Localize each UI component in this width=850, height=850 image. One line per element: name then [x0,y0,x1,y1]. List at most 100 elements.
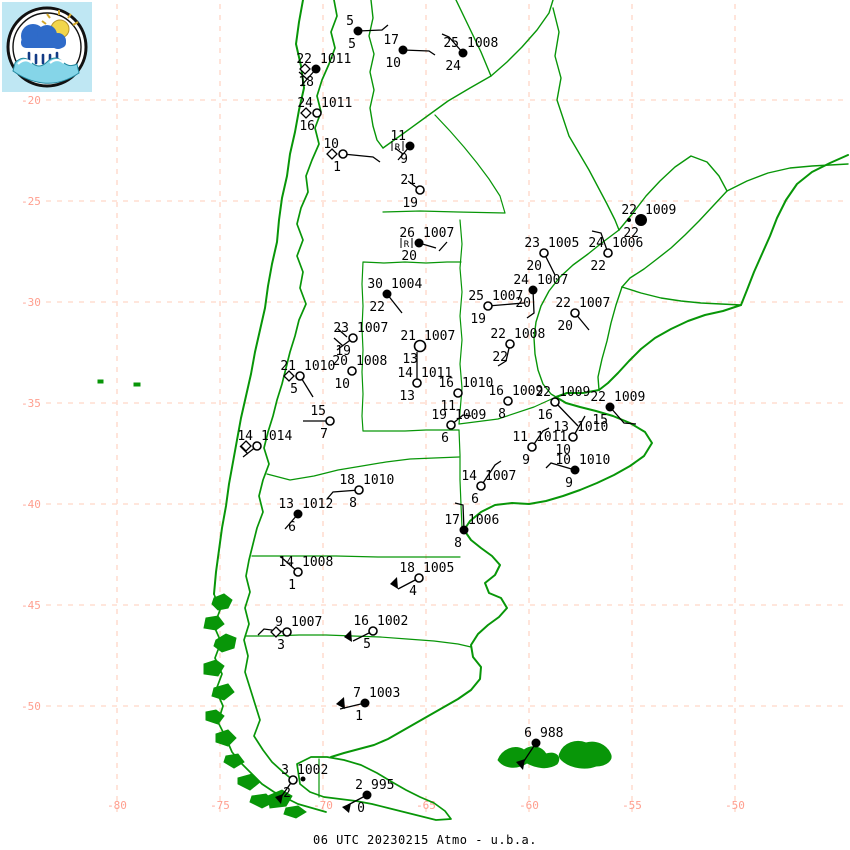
station-temperature: 7 [353,686,361,701]
station-pressure: 1011 [320,52,351,67]
station-dewpoint: 13 [399,389,415,404]
border-line [361,261,462,432]
station-diamond-symbol [240,440,252,452]
station-diamond-symbol [300,107,312,119]
station-circle-filled [398,45,408,55]
station-dewpoint: 0 [357,801,365,816]
station-dewpoint: 19 [402,196,418,211]
station-plot: R26 1007 20 [399,226,454,264]
wind-barb [441,33,464,54]
station-dewpoint: 10 [385,56,401,71]
wind-barb [609,406,637,425]
lat-label: -20 [21,94,41,107]
station-pressure: 1006 [468,513,499,528]
island-shape [211,593,233,611]
station-temperature: 5 [346,14,354,29]
station-plot: 24 1011 16 [297,96,352,134]
station-temperature: 25 [468,289,484,304]
station-pressure: 1011 [421,366,452,381]
station-circle-open [453,388,463,398]
lat-label: -40 [21,498,41,511]
island-shape [211,683,235,701]
wind-flag [516,759,525,770]
weather-symbol-bars [391,141,404,151]
station-temperature: 21 [400,329,416,344]
lon-label: -65 [416,799,436,812]
station-dewpoint: 1 [288,578,296,593]
station-temperature: 13 [278,497,294,512]
station-circle-filled [311,64,321,74]
station-dewpoint: 10 [555,443,571,458]
island-shape [205,709,225,725]
border-line [552,7,620,231]
station-dewpoint: 1 [333,160,341,175]
station-dewpoint: 15 [592,413,608,428]
station-circle-filled [635,214,647,226]
station-circle-open [476,481,486,491]
weather-symbol: R [404,240,410,250]
station-pressure: 1007 [485,469,516,484]
island-shape [215,729,237,747]
border-line [368,0,384,149]
station-temperature: 6 [524,726,532,741]
station-circle-open [603,248,613,258]
station-dewpoint: 5 [363,637,371,652]
station-plot: 11 1011 9 [512,427,567,468]
station-dewpoint: 22 [369,300,385,315]
station-circle-open [252,441,262,451]
border-line [296,756,452,821]
station-circle-filled [414,238,424,248]
station-pressure: 1007 [291,615,322,630]
wind-barb [497,343,511,367]
lat-label: -50 [21,700,41,713]
station-temperature: 14 [237,429,253,444]
station-pressure: 1009 [559,385,590,400]
station-plot: 55 [346,14,389,52]
station-plot: 3 1002 2 [275,763,328,804]
wind-barb [531,427,550,448]
station-circle-open [570,308,580,318]
station-pressure: 1007 [423,226,454,241]
station-pressure: 1011 [536,430,567,445]
station-dewpoint: 20 [526,259,542,274]
station-pressure: 995 [371,778,394,793]
station-temperature: 24 [297,96,313,111]
island-shape [133,382,141,387]
station-circle-open [568,432,578,442]
station-temperature: 21 [400,173,416,188]
station-circle-filled [459,525,469,535]
rain-icon [27,51,59,65]
station-temperature: 14 [278,555,294,570]
border-line [597,286,623,391]
station-dewpoint: 9 [400,152,408,167]
station-plot: 22 1009 15 [590,390,645,428]
station-temperature: 23 [524,236,540,251]
station-dewpoint: 5 [348,37,356,52]
map-borders [97,0,849,821]
station-plot: 14 1008 1 [278,555,333,593]
station-dewpoint: 22 [492,350,508,365]
station-temperature: 22 [590,390,606,405]
station-dewpoint: 22 [623,226,639,241]
station-plot: 22 1009 16 [535,385,590,427]
station-dewpoint: 19 [335,344,351,359]
station-plot: 18 1005 4 [390,561,454,599]
station-circle-open [295,371,305,381]
station-temperature: 21 [280,359,296,374]
station-plot: 16 1010 11 [438,376,493,414]
station-plot: 9 1007 3 [257,615,322,653]
station-temperature: 16 [438,376,454,391]
lon-label: -50 [725,799,745,812]
station-plot: 22 1011 18 [296,52,351,90]
atmo-uba-logo [2,2,92,92]
lat-label: -30 [21,296,41,309]
station-pressure: 1009 [645,203,676,218]
cloud-icon [21,24,66,49]
station-pressure: 1007 [537,273,568,288]
station-plot: 17 1006 8 [444,502,499,551]
wind-barb [480,460,502,487]
station-plot: 14 1014 [237,429,292,458]
station-pressure: 1012 [302,497,333,512]
